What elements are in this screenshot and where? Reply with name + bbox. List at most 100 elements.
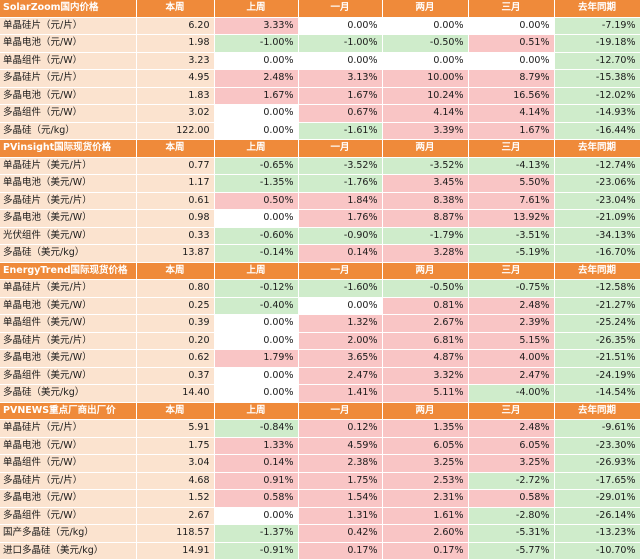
change-percent-cell: 2.31% <box>382 489 469 508</box>
table-row: 多晶硅片（元/片） 4.95 2.48% 3.13% 10.00% 8.79% -15.38… <box>0 69 640 88</box>
change-percent-cell: -1.00% <box>298 34 383 53</box>
change-percent-cell: 10.00% <box>382 69 469 88</box>
change-percent-cell: -5.19% <box>468 244 555 263</box>
current-price-cell: 0.62 <box>136 349 215 368</box>
change-percent-cell: 0.00% <box>214 209 299 228</box>
current-price-cell: 0.25 <box>136 297 215 315</box>
current-price-cell: 0.98 <box>136 209 215 228</box>
product-name-cell: 多晶硅（美元/kg） <box>0 384 137 403</box>
current-price-cell: 0.37 <box>136 367 215 385</box>
change-percent-cell: -29.01% <box>554 489 640 508</box>
column-header: 本周 <box>136 402 215 420</box>
current-price-cell: 0.33 <box>136 227 215 245</box>
change-percent-cell: 6.05% <box>468 437 555 455</box>
change-percent-cell: -25.24% <box>554 314 640 333</box>
change-percent-cell: 0.00% <box>382 17 469 35</box>
change-percent-cell: 0.14% <box>214 454 299 473</box>
current-price-cell: 14.91 <box>136 542 215 560</box>
change-percent-cell: -0.75% <box>468 279 555 298</box>
change-percent-cell: -17.65% <box>554 472 640 490</box>
change-percent-cell: 0.00% <box>214 104 299 123</box>
change-percent-cell: 5.11% <box>382 384 469 403</box>
change-percent-cell: 4.14% <box>468 104 555 123</box>
table-row: 光伏组件（美元/W） 0.33 -0.60% -0.90% -1.79% -3.51% -3… <box>0 227 640 245</box>
change-percent-cell: -15.38% <box>554 69 640 88</box>
change-percent-cell: -1.61% <box>298 122 383 140</box>
change-percent-cell: 0.00% <box>468 52 555 70</box>
change-percent-cell: 0.00% <box>214 367 299 385</box>
table-row: 单晶电池（元/W） 1.75 1.33% 4.59% 6.05% 6.05% -23.30% <box>0 437 640 455</box>
change-percent-cell: 1.84% <box>298 192 383 210</box>
change-percent-cell: 3.28% <box>382 244 469 263</box>
change-percent-cell: -12.58% <box>554 279 640 298</box>
change-percent-cell: 2.38% <box>298 454 383 473</box>
change-percent-cell: -24.19% <box>554 367 640 385</box>
change-percent-cell: -1.00% <box>214 34 299 53</box>
column-header: 一月 <box>298 139 383 158</box>
change-percent-cell: -1.79% <box>382 227 469 245</box>
current-price-cell: 1.98 <box>136 34 215 53</box>
current-price-cell: 118.57 <box>136 524 215 543</box>
change-percent-cell: 10.24% <box>382 87 469 105</box>
column-header: 一月 <box>298 0 383 18</box>
change-percent-cell: 0.00% <box>214 332 299 350</box>
column-header: 本周 <box>136 139 215 158</box>
table-row: 多晶电池（美元/W） 0.98 0.00% 1.76% 8.87% 13.92% -21.0… <box>0 209 640 228</box>
product-name-cell: 国产多晶硅（元/kg） <box>0 524 137 543</box>
table-row: 单晶电池（元/W） 1.98 -1.00% -1.00% -0.50% 0.51% -19.… <box>0 34 640 53</box>
change-percent-cell: 2.47% <box>298 367 383 385</box>
change-percent-cell: 16.56% <box>468 87 555 105</box>
change-percent-cell: 0.17% <box>382 542 469 560</box>
change-percent-cell: -34.13% <box>554 227 640 245</box>
change-percent-cell: 4.14% <box>382 104 469 123</box>
change-percent-cell: 5.15% <box>468 332 555 350</box>
section-title: PVNEWS重点厂商出厂价 <box>0 402 137 420</box>
change-percent-cell: -0.12% <box>214 279 299 298</box>
product-name-cell: 单晶组件（元/W） <box>0 454 137 473</box>
change-percent-cell: 4.00% <box>468 349 555 368</box>
change-percent-cell: 8.79% <box>468 69 555 88</box>
change-percent-cell: -5.31% <box>468 524 555 543</box>
change-percent-cell: 1.75% <box>298 472 383 490</box>
table-row: 单晶硅片（元/片） 5.91 -0.84% 0.12% 1.35% 2.48% -9.61% <box>0 419 640 438</box>
column-header: 三月 <box>468 262 555 280</box>
change-percent-cell: -21.27% <box>554 297 640 315</box>
table-row: 多晶电池（元/W） 1.83 1.67% 1.67% 10.24% 16.56% -12.0… <box>0 87 640 105</box>
table-row: 多晶电池（元/W） 1.52 0.58% 1.54% 2.31% 0.58% -29.01% <box>0 489 640 508</box>
table-row: 单晶组件（美元/W） 0.39 0.00% 1.32% 2.67% 2.39% -25.24… <box>0 314 640 333</box>
change-percent-cell: 0.58% <box>468 489 555 508</box>
change-percent-cell: -0.60% <box>214 227 299 245</box>
change-percent-cell: 8.87% <box>382 209 469 228</box>
product-name-cell: 多晶组件（元/W） <box>0 104 137 123</box>
column-header: 本周 <box>136 262 215 280</box>
change-percent-cell: -0.65% <box>214 157 299 175</box>
change-percent-cell: -1.76% <box>298 174 383 193</box>
change-percent-cell: -16.70% <box>554 244 640 263</box>
change-percent-cell: 3.13% <box>298 69 383 88</box>
change-percent-cell: -2.72% <box>468 472 555 490</box>
section-title: PVinsight国际现货价格 <box>0 139 137 158</box>
change-percent-cell: 1.67% <box>214 87 299 105</box>
change-percent-cell: -23.30% <box>554 437 640 455</box>
product-name-cell: 多晶硅片（元/片） <box>0 69 137 88</box>
change-percent-cell: 0.00% <box>298 17 383 35</box>
change-percent-cell: 0.00% <box>214 314 299 333</box>
change-percent-cell: -2.80% <box>468 507 555 525</box>
change-percent-cell: -5.77% <box>468 542 555 560</box>
change-percent-cell: 1.76% <box>298 209 383 228</box>
current-price-cell: 3.04 <box>136 454 215 473</box>
change-percent-cell: 1.54% <box>298 489 383 508</box>
column-header: 一月 <box>298 262 383 280</box>
change-percent-cell: 0.14% <box>298 244 383 263</box>
product-name-cell: 多晶电池（元/W） <box>0 87 137 105</box>
product-name-cell: 单晶电池（美元/W） <box>0 174 137 193</box>
change-percent-cell: 1.33% <box>214 437 299 455</box>
table-row: 多晶组件（元/W） 3.02 0.00% 0.67% 4.14% 4.14% -14.93% <box>0 104 640 123</box>
change-percent-cell: 1.67% <box>468 122 555 140</box>
change-percent-cell: 0.00% <box>214 52 299 70</box>
change-percent-cell: -23.06% <box>554 174 640 193</box>
column-header: 两月 <box>382 139 469 158</box>
change-percent-cell: -16.44% <box>554 122 640 140</box>
